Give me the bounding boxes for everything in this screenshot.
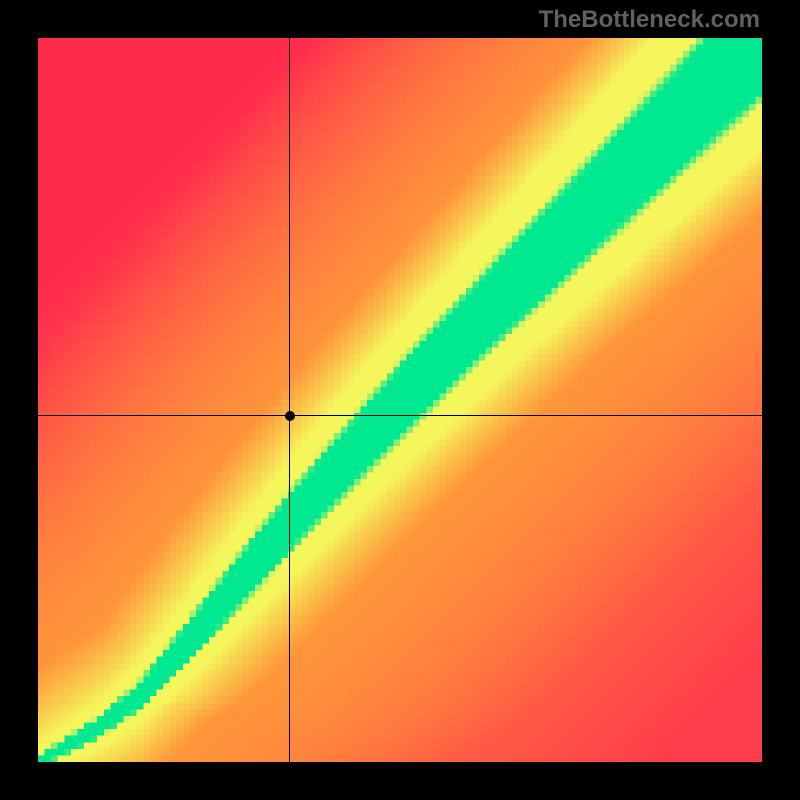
crosshair-horizontal: [38, 415, 762, 416]
bottleneck-heatmap: [38, 38, 762, 762]
crosshair-vertical: [289, 38, 290, 762]
chart-container: TheBottleneck.com: [0, 0, 800, 800]
watermark-text: TheBottleneck.com: [539, 6, 760, 34]
marker-point: [285, 411, 295, 421]
